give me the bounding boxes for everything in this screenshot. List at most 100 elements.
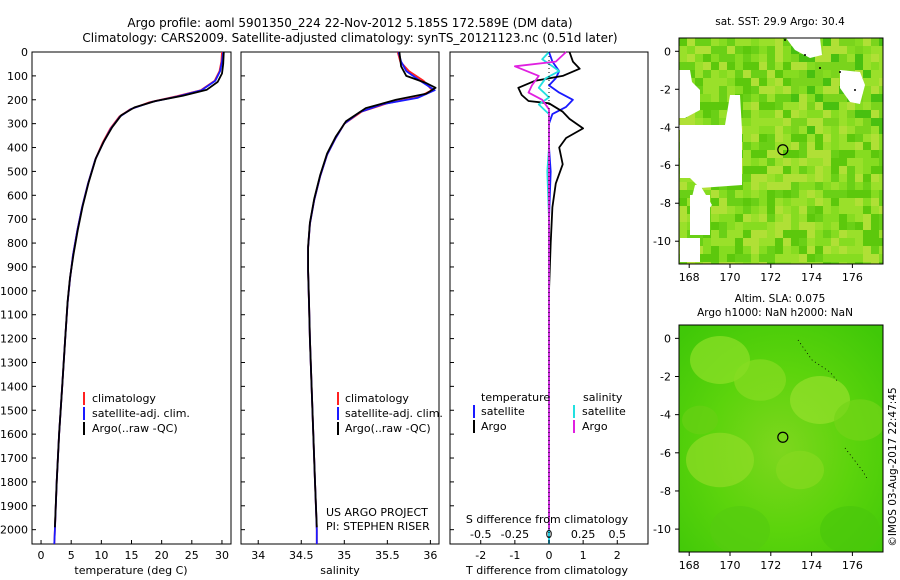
series-line-satellite	[307, 51, 436, 544]
series-line-argo	[54, 51, 225, 528]
x-tick-label: 20	[155, 549, 169, 562]
depth-tick-label: 2000	[0, 524, 28, 537]
depth-tick-label: 1300	[0, 356, 28, 369]
series-line-climatology	[53, 51, 223, 545]
series-line-argo	[307, 51, 437, 528]
map-y-tick-label: -2	[660, 371, 671, 384]
figure-title-line1: Argo profile: aoml 5901350_224 22-Nov-20…	[127, 16, 572, 30]
legend-argo-label: Argo(..raw -QC)	[92, 422, 178, 435]
depth-tick-label: 1100	[0, 309, 28, 322]
difference-legend: temperature salinity satellite Argo sate…	[473, 391, 626, 433]
map-x-tick-label: 168	[679, 559, 700, 572]
depth-tick-label: 900	[7, 261, 28, 274]
project-annotation: US ARGO PROJECT	[326, 506, 428, 519]
x-tick-label: 1	[580, 549, 587, 562]
map-x-tick-label: 172	[760, 559, 781, 572]
sst-map-frame	[678, 37, 884, 265]
sla-map-title: Altim. SLA: 0.075	[735, 293, 826, 305]
x-tick-label: 2	[614, 549, 621, 562]
s-diff-tick-label: 0.25	[571, 528, 596, 541]
map-y-tick-label: -8	[660, 485, 671, 498]
depth-tick-label: 1700	[0, 452, 28, 465]
map-y-tick-label: -10	[653, 235, 671, 248]
x-tick-label: 25	[185, 549, 199, 562]
map-x-tick-label: 168	[679, 271, 700, 284]
argo-position-marker	[777, 144, 789, 156]
x-tick-label: -1	[509, 549, 520, 562]
map-y-tick-label: 0	[664, 45, 671, 58]
depth-tick-label: 400	[7, 142, 28, 155]
sst-map-title: sat. SST: 29.9 Argo: 30.4	[715, 16, 845, 28]
temperature-plot-frame	[31, 51, 232, 545]
argo-position-marker	[777, 431, 789, 443]
map-x-tick-label: 170	[720, 271, 741, 284]
series-line-t-argo	[517, 51, 584, 530]
salinity-plot-frame	[240, 51, 440, 545]
legend-salinity-header: salinity	[583, 391, 623, 404]
legend-t-satellite-label: satellite	[481, 405, 525, 418]
depth-tick-label: 1800	[0, 476, 28, 489]
map-y-tick-label: -10	[653, 523, 671, 536]
watermark-timestamp: ©IMOS 03-Aug-2017 22:47:45	[887, 387, 899, 546]
map-y-tick-label: 0	[664, 332, 671, 345]
difference-xlabel: T difference from climatology	[465, 564, 628, 577]
map-y-tick-label: -8	[660, 197, 671, 210]
legend-argo-label: Argo(..raw -QC)	[345, 422, 431, 435]
depth-tick-label: 800	[7, 237, 28, 250]
map-x-tick-label: 174	[801, 271, 822, 284]
sst-map-image	[679, 38, 883, 264]
map-y-tick-label: -4	[660, 121, 671, 134]
map-x-tick-label: 174	[801, 559, 822, 572]
x-tick-label: 10	[94, 549, 108, 562]
depth-tick-label: 1200	[0, 333, 28, 346]
legend-s-satellite-label: satellite	[582, 405, 626, 418]
x-tick-label: 0	[546, 549, 553, 562]
depth-tick-label: 0	[21, 46, 28, 59]
depth-tick-label: 300	[7, 118, 28, 131]
legend-climatology-label: climatology	[345, 392, 409, 405]
s-diff-tick-label: 0	[546, 528, 553, 541]
x-tick-label: 34	[251, 549, 265, 562]
legend-temperature-header: temperature	[481, 391, 550, 404]
x-tick-label: 36	[423, 549, 437, 562]
s-diff-tick-label: -0.5	[470, 528, 491, 541]
map-x-tick-label: 170	[720, 559, 741, 572]
pi-annotation: PI: STEPHEN RISER	[326, 520, 430, 533]
figure-title-line2: Climatology: CARS2009. Satellite-adjuste…	[82, 31, 617, 45]
temperature-legend: climatology satellite-adj. clim. Argo(..…	[83, 392, 190, 435]
legend-climatology-label: climatology	[92, 392, 156, 405]
legend-satellite-label: satellite-adj. clim.	[345, 407, 443, 420]
series-line-satellite	[53, 51, 225, 545]
series-line-climatology	[307, 51, 434, 544]
sla-map-frame	[678, 324, 884, 553]
depth-tick-label: 500	[7, 165, 28, 178]
map-x-tick-label: 176	[842, 559, 863, 572]
difference-top-label: S difference from climatology	[466, 513, 629, 526]
depth-tick-label: 200	[7, 94, 28, 107]
x-tick-label: 35.5	[375, 549, 400, 562]
salinity-xlabel: salinity	[320, 564, 360, 577]
s-diff-tick-label: 0.5	[609, 528, 627, 541]
sla-map-image	[679, 325, 883, 552]
map-y-tick-label: -4	[660, 409, 671, 422]
salinity-legend: climatology satellite-adj. clim. Argo(..…	[337, 392, 443, 435]
series-line-s-argo	[514, 51, 567, 530]
depth-tick-label: 1900	[0, 500, 28, 513]
x-tick-label: 0	[38, 549, 45, 562]
map-y-tick-label: -6	[660, 447, 671, 460]
depth-tick-label: 1500	[0, 404, 28, 417]
legend-satellite-label: satellite-adj. clim.	[92, 407, 190, 420]
depth-tick-label: 1600	[0, 428, 28, 441]
x-tick-label: 35	[337, 549, 351, 562]
map-y-tick-label: -2	[660, 83, 671, 96]
sla-map-subtitle: Argo h1000: NaN h2000: NaN	[697, 307, 853, 319]
legend-t-argo-label: Argo	[481, 420, 507, 433]
depth-tick-label: 700	[7, 213, 28, 226]
depth-tick-label: 1400	[0, 380, 28, 393]
s-diff-tick-label: -0.25	[501, 528, 529, 541]
temperature-xlabel: temperature (deg C)	[74, 564, 187, 577]
depth-tick-label: 1000	[0, 285, 28, 298]
map-x-tick-label: 176	[842, 271, 863, 284]
x-tick-label: -2	[475, 549, 486, 562]
